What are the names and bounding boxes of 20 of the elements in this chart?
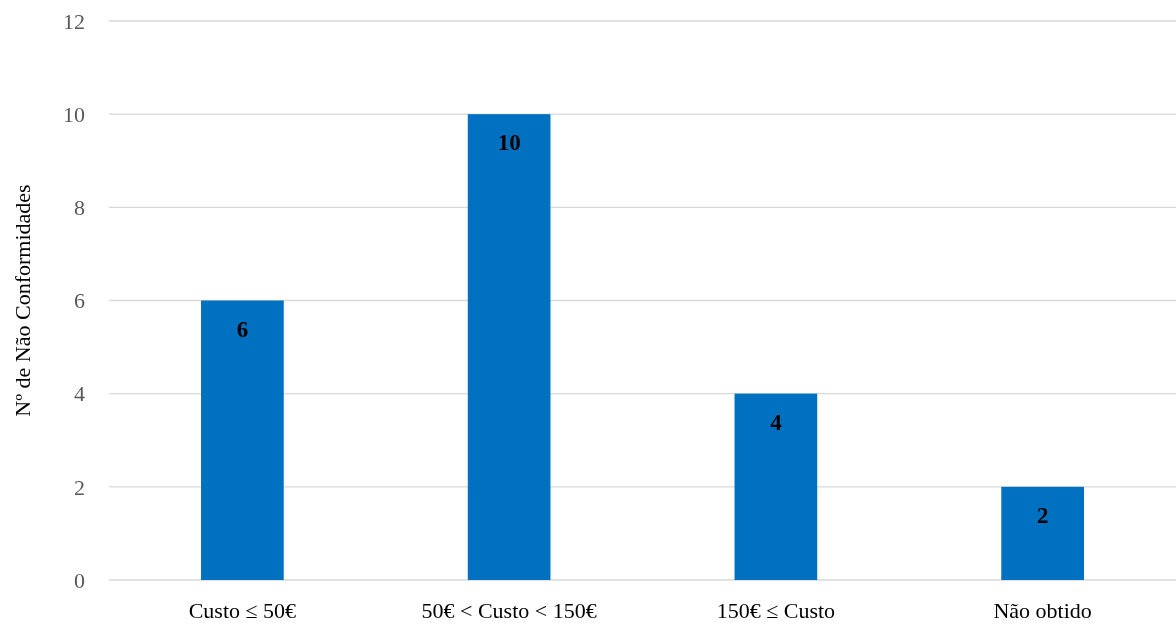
y-tick-label: 2 xyxy=(74,474,85,500)
x-tick-label: 150€ ≤ Custo xyxy=(716,598,836,623)
y-tick-label: 12 xyxy=(63,8,85,34)
x-tick-label: Custo ≤ 50€ xyxy=(188,598,297,623)
x-tick-label: 50€ < Custo < 150€ xyxy=(421,598,597,623)
y-tick-label: 4 xyxy=(74,381,85,407)
data-label: 2 xyxy=(1036,502,1049,528)
data-label: 10 xyxy=(497,130,521,156)
bar xyxy=(467,114,551,580)
y-tick-label: 10 xyxy=(63,101,85,127)
bar xyxy=(1001,486,1084,580)
bar xyxy=(201,300,284,580)
bar xyxy=(734,393,818,580)
y-tick-label: 6 xyxy=(74,288,85,314)
data-label: 4 xyxy=(770,409,783,435)
y-tick-label: 8 xyxy=(74,195,85,221)
y-axis-title: Nº de Não Conformidades xyxy=(10,184,35,417)
y-tick-label: 0 xyxy=(74,567,85,593)
x-tick-label: Não obtido xyxy=(993,598,1092,623)
data-label: 6 xyxy=(236,316,249,342)
